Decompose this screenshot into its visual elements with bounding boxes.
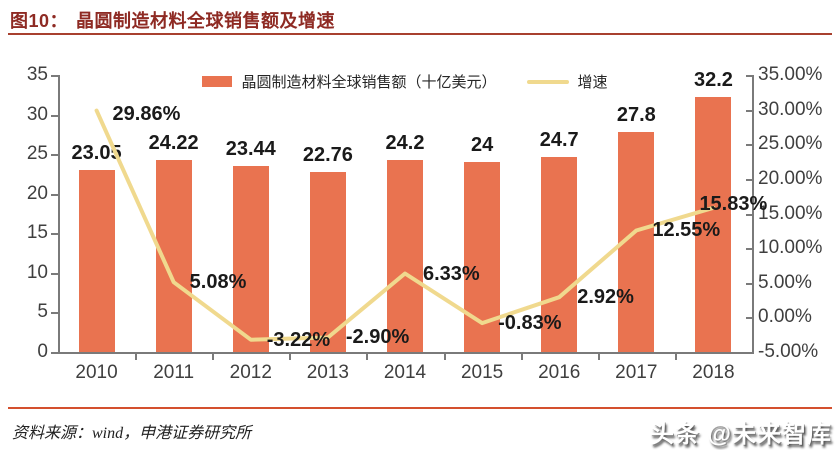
line-value-label: -0.83% [498, 312, 562, 335]
y-axis-tick-label: 25 [26, 143, 48, 165]
line-value-label: 29.86% [112, 102, 181, 125]
line-value-label: -3.22% [266, 328, 331, 351]
y-axis-tick [51, 114, 58, 117]
line-value-label: 6.33% [423, 262, 480, 285]
figure-number: 图10： [10, 11, 69, 31]
x-axis-tick [366, 354, 369, 360]
figure-title: 图10： 晶圆制造材料全球销售额及增速 [10, 7, 335, 33]
y-axis-tick [51, 312, 58, 315]
bar-value-label: 27.8 [616, 103, 656, 126]
chart-legend: 晶圆制造材料全球销售额（十亿美元） 增速 [58, 71, 752, 92]
y-axis-tick-label: 15 [26, 222, 48, 244]
x-axis-tick [674, 354, 677, 360]
secondary-y-axis-tick [746, 109, 752, 112]
x-axis-category-label: 2014 [383, 362, 427, 383]
bar [232, 166, 269, 352]
x-axis-tick [520, 354, 523, 360]
secondary-y-axis-tick [746, 282, 752, 285]
secondary-y-axis-tick-label: 5.00% [758, 271, 812, 293]
y-axis-tick [51, 193, 58, 196]
secondary-y-axis-tick-label: -5.00% [758, 341, 819, 362]
title-divider [8, 33, 832, 35]
footer-divider [8, 407, 832, 409]
secondary-y-axis-tick [746, 352, 752, 354]
bar [155, 160, 192, 352]
bar [618, 131, 655, 352]
bar-value-label: 32.2 [693, 69, 733, 92]
x-axis-tick [135, 354, 138, 360]
bar-value-label: 24.7 [539, 128, 579, 151]
watermark: 头条 @未来智库 [649, 421, 832, 448]
data-source: 资料来源：wind，申港证券研究所 [12, 425, 252, 442]
secondary-y-axis-tick [746, 75, 752, 77]
legend-item-growth: 增速 [526, 71, 608, 92]
secondary-y-axis-tick [746, 178, 752, 181]
y-axis-tick-label: 10 [26, 261, 48, 283]
bar [464, 162, 501, 352]
y-axis-tick-label: 35 [26, 64, 48, 85]
y-axis-tick-label: 0 [37, 341, 48, 362]
x-axis-category-label: 2012 [229, 362, 272, 383]
x-axis-tick [597, 354, 600, 360]
y-axis-line [58, 75, 60, 354]
secondary-y-axis-tick-label: 35.00% [758, 64, 823, 85]
bar-series-swatch-icon [202, 76, 233, 87]
y-axis-tick-label: 30 [26, 103, 48, 125]
y-axis-tick [51, 233, 58, 236]
x-axis-category-label: 2018 [692, 362, 735, 383]
secondary-y-axis-tick-label: 30.00% [758, 98, 823, 120]
secondary-y-axis-tick [746, 248, 752, 251]
secondary-y-axis-tick-label: 15.00% [758, 202, 823, 224]
secondary-y-axis-tick-label: 20.00% [758, 167, 823, 189]
x-axis-tick [212, 354, 215, 360]
bar-value-label: 23.44 [225, 138, 276, 161]
bar-value-label: 24.2 [385, 132, 425, 155]
y-axis-tick [51, 75, 58, 77]
secondary-y-axis-tick [746, 213, 752, 216]
bar-value-label: 23.05 [71, 141, 122, 164]
secondary-y-axis-tick-label: 10.00% [758, 237, 823, 259]
secondary-y-axis-tick [746, 317, 752, 320]
line-value-label: 12.55% [652, 219, 721, 242]
line-value-label: -2.90% [345, 326, 410, 349]
bar [78, 169, 115, 352]
bar [309, 171, 346, 352]
secondary-y-axis-tick [746, 144, 752, 147]
x-axis-category-label: 2015 [460, 362, 504, 383]
x-axis-category-label: 2011 [153, 362, 195, 383]
y-axis-tick-label: 5 [37, 301, 48, 323]
y-axis-tick [51, 154, 58, 157]
y-axis-tick [51, 352, 58, 354]
y-axis-tick [51, 272, 58, 275]
x-axis-category-label: 2013 [306, 362, 350, 383]
legend-label-sales: 晶圆制造材料全球销售额（十亿美元） [241, 74, 497, 91]
x-axis-tick [289, 354, 292, 360]
line-series-swatch-icon [526, 79, 569, 84]
chart-area: 晶圆制造材料全球销售额（十亿美元） 增速 0 5 10 15 20 25 30 35 -5.00… [0, 38, 840, 402]
line-value-label: 15.83% [699, 192, 768, 215]
legend-item-sales: 晶圆制造材料全球销售额（十亿美元） [202, 71, 497, 92]
x-axis-line [58, 352, 754, 354]
x-axis-category-label: 2010 [75, 362, 118, 383]
secondary-y-axis-tick-label: 0.00% [758, 306, 812, 328]
bar [387, 160, 423, 352]
secondary-y-axis-line [752, 75, 754, 354]
line-value-label: 2.92% [577, 286, 634, 309]
x-axis-tick [443, 354, 446, 360]
line-value-label: 5.08% [189, 271, 247, 294]
y-axis-tick-label: 20 [26, 182, 48, 204]
x-axis-category-label: 2016 [538, 362, 581, 383]
bar-value-label: 22.76 [302, 143, 353, 166]
figure-title-text: 晶圆制造材料全球销售额及增速 [76, 11, 336, 31]
x-axis-category-label: 2017 [615, 362, 658, 383]
secondary-y-axis-tick-label: 25.00% [758, 133, 823, 155]
bar-value-label: 24 [470, 134, 494, 157]
bar-value-label: 24.22 [148, 132, 199, 155]
legend-label-growth: 增速 [577, 74, 608, 91]
